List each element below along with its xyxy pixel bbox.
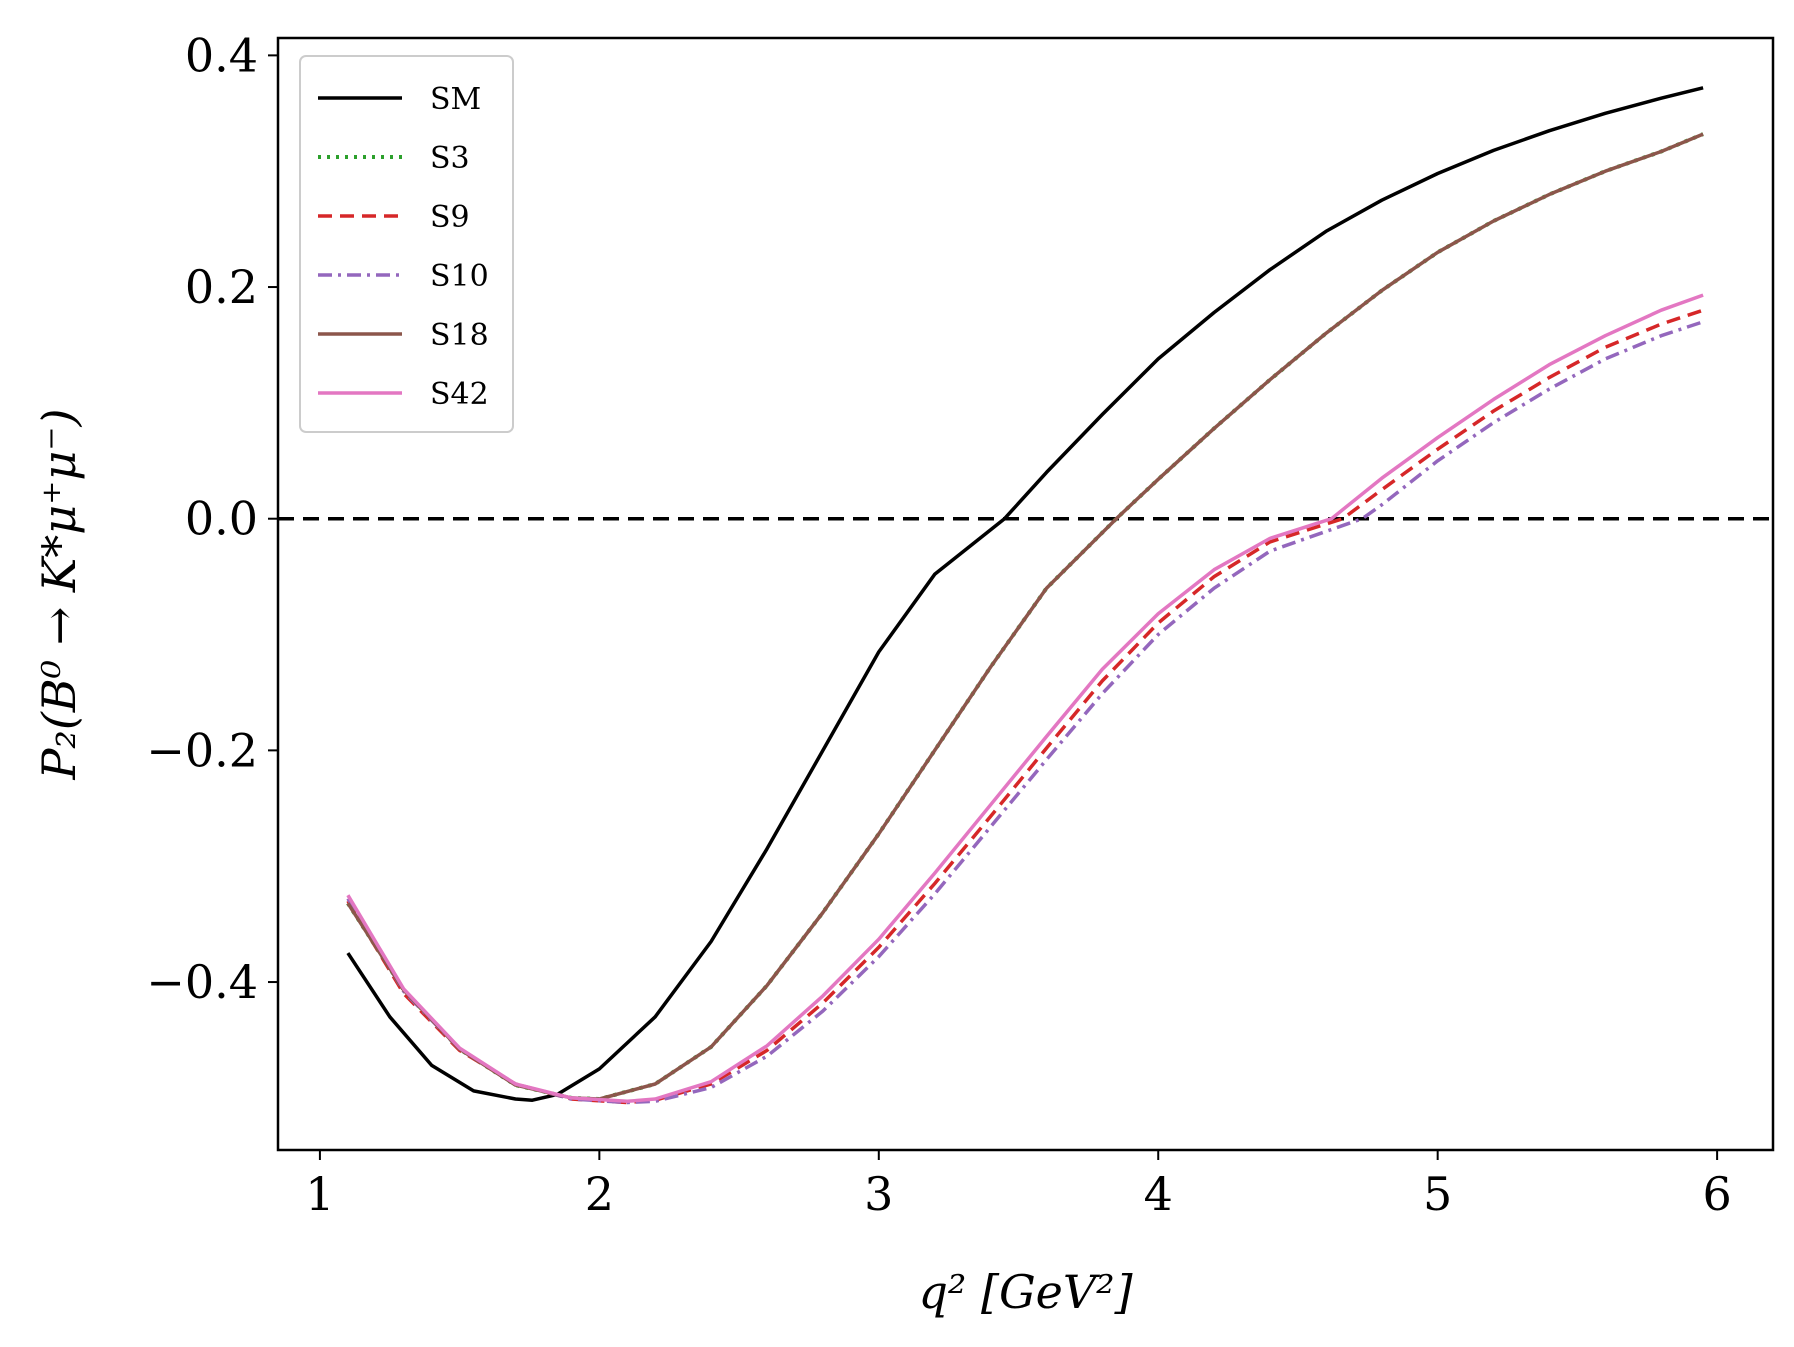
y-tick-label: −0.4 (146, 955, 258, 1009)
legend-label: SM (430, 82, 481, 117)
x-tick-label: 4 (1144, 1167, 1173, 1221)
x-tick-label: 6 (1702, 1167, 1731, 1221)
x-tick-label: 3 (864, 1167, 893, 1221)
y-axis-label: P₂(B⁰ → K*μ⁺μ⁻) (32, 408, 86, 780)
x-tick-label: 2 (585, 1167, 614, 1221)
y-tick-label: 0.4 (185, 28, 258, 82)
x-tick-label: 1 (305, 1167, 334, 1221)
plot-area (278, 86, 1773, 1105)
legend-label: S18 (430, 318, 489, 353)
y-tick-label: 0.0 (185, 492, 258, 546)
legend-label: S3 (430, 141, 470, 176)
legend-box (299, 55, 514, 433)
y-tick-label: −0.2 (146, 723, 258, 777)
legend-label: S9 (430, 200, 470, 235)
axis-ticks: 1 2 3 4 5 6 −0.4 −0.2 0.0 0.2 0.4 (146, 28, 1731, 1221)
x-axis-label: q² [GeV²] (918, 1265, 1132, 1319)
x-tick-label: 5 (1423, 1167, 1452, 1221)
y-tick-label: 0.2 (185, 260, 258, 314)
legend-label: S10 (430, 259, 489, 294)
legend: SM S3 S9 S10 S18 S42 (299, 55, 514, 433)
series-line-sm (346, 86, 1704, 1102)
axes-frame (276, 36, 1775, 1152)
series-line-s42 (346, 293, 1704, 1104)
legend-label: S42 (430, 377, 489, 412)
